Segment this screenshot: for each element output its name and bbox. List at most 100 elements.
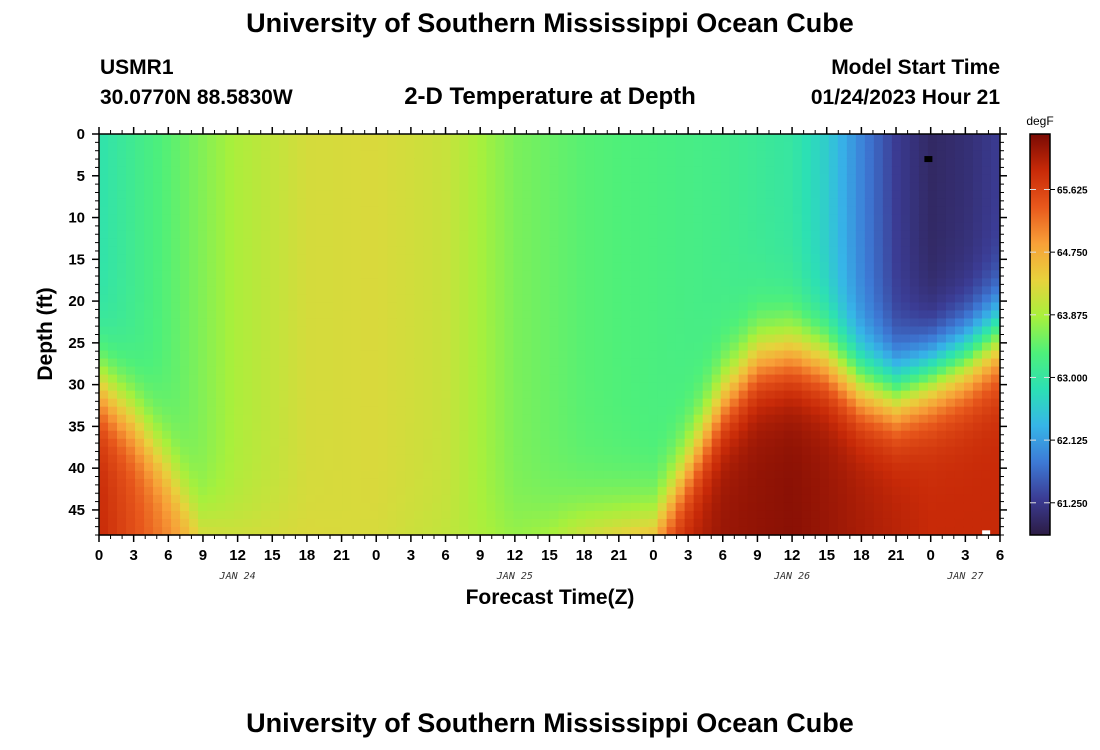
heatmap-cell bbox=[99, 414, 109, 424]
heatmap-cell bbox=[396, 358, 406, 368]
heatmap-cell bbox=[153, 278, 163, 287]
heatmap-cell bbox=[657, 414, 668, 424]
heatmap-cell bbox=[459, 422, 470, 432]
heatmap-cell bbox=[153, 262, 163, 271]
heatmap-cell bbox=[468, 446, 479, 456]
heatmap-cell bbox=[549, 366, 560, 376]
heatmap-cell bbox=[909, 342, 920, 352]
heatmap-cell bbox=[756, 414, 767, 424]
heatmap-cell bbox=[414, 182, 424, 191]
heatmap-cell bbox=[549, 398, 560, 408]
heatmap-cell bbox=[954, 438, 965, 448]
heatmap-cell bbox=[882, 294, 893, 304]
heatmap-cell bbox=[702, 342, 713, 352]
heatmap-cell bbox=[207, 462, 217, 472]
heatmap-cell bbox=[135, 422, 145, 432]
heatmap-cell bbox=[144, 230, 154, 239]
heatmap-cell bbox=[162, 342, 172, 352]
heatmap-cell bbox=[657, 462, 668, 472]
heatmap-cell bbox=[846, 318, 857, 328]
heatmap-cell bbox=[225, 494, 235, 504]
heatmap-cell bbox=[801, 302, 812, 312]
heatmap-cell bbox=[927, 134, 938, 143]
heatmap-cell bbox=[153, 246, 163, 255]
heatmap-cell bbox=[378, 142, 388, 151]
heatmap-cell bbox=[657, 166, 668, 175]
heatmap-cell bbox=[711, 230, 722, 239]
heatmap-cell bbox=[342, 262, 352, 271]
heatmap-cell bbox=[657, 174, 668, 183]
heatmap-cell bbox=[297, 246, 307, 255]
heatmap-cell bbox=[261, 430, 271, 440]
heatmap-cell bbox=[603, 374, 614, 384]
heatmap-cell bbox=[963, 422, 974, 432]
heatmap-cell bbox=[810, 422, 821, 432]
heatmap-cell bbox=[432, 270, 442, 279]
heatmap-cell bbox=[153, 342, 163, 352]
heatmap-cell bbox=[666, 150, 677, 159]
heatmap-cell bbox=[828, 318, 839, 328]
heatmap-cell bbox=[756, 350, 767, 360]
heatmap-cell bbox=[981, 454, 992, 464]
heatmap-cell bbox=[891, 310, 902, 320]
heatmap-cell bbox=[288, 430, 298, 440]
heatmap-cell bbox=[774, 286, 785, 295]
heatmap-cell bbox=[477, 318, 488, 328]
heatmap-cell bbox=[936, 502, 947, 512]
heatmap-cell bbox=[234, 198, 244, 207]
heatmap-cell bbox=[774, 326, 785, 336]
heatmap-cell bbox=[288, 262, 298, 271]
heatmap-cell bbox=[819, 470, 830, 480]
heatmap-cell bbox=[594, 254, 605, 263]
heatmap-cell bbox=[468, 350, 479, 360]
heatmap-cell bbox=[108, 150, 118, 159]
heatmap-cell bbox=[612, 454, 623, 464]
heatmap-cell bbox=[747, 486, 758, 496]
heatmap-cell bbox=[252, 438, 262, 448]
heatmap-cell bbox=[711, 470, 722, 480]
heatmap-cell bbox=[648, 414, 659, 424]
heatmap-cell bbox=[729, 478, 740, 488]
heatmap-cell bbox=[513, 470, 524, 480]
heatmap-cell bbox=[981, 382, 992, 392]
heatmap-cell bbox=[414, 310, 424, 320]
heatmap-cell bbox=[648, 350, 659, 360]
heatmap-cell bbox=[990, 190, 1001, 199]
heatmap-cell bbox=[225, 342, 235, 352]
heatmap-cell bbox=[504, 342, 515, 352]
heatmap-cell bbox=[360, 238, 370, 247]
heatmap-cell bbox=[171, 350, 181, 360]
heatmap-cell bbox=[252, 174, 262, 183]
heatmap-cell bbox=[468, 334, 479, 344]
heatmap-cell bbox=[423, 518, 433, 528]
heatmap-cell bbox=[873, 310, 884, 320]
heatmap-cell bbox=[378, 158, 388, 167]
heatmap-cell bbox=[972, 454, 983, 464]
heatmap-cell bbox=[837, 358, 848, 368]
heatmap-cell bbox=[126, 446, 136, 456]
heatmap-cell bbox=[963, 406, 974, 416]
heatmap-cell bbox=[666, 302, 677, 312]
heatmap-cell bbox=[873, 406, 884, 416]
heatmap-cell bbox=[522, 158, 533, 167]
heatmap-cell bbox=[405, 190, 415, 199]
heatmap-cell bbox=[936, 358, 947, 368]
heatmap-cell bbox=[945, 238, 956, 247]
heatmap-cell bbox=[909, 526, 920, 536]
heatmap-cell bbox=[189, 486, 199, 496]
heatmap-cell bbox=[324, 446, 334, 456]
heatmap-cell bbox=[873, 166, 884, 175]
heatmap-cell bbox=[117, 318, 127, 328]
heatmap-cell bbox=[558, 406, 569, 416]
heatmap-cell bbox=[954, 286, 965, 295]
heatmap-cell bbox=[540, 214, 551, 223]
heatmap-cell bbox=[423, 182, 433, 191]
heatmap-cell bbox=[126, 182, 136, 191]
heatmap-cell bbox=[810, 318, 821, 328]
heatmap-cell bbox=[621, 174, 632, 183]
heatmap-cell bbox=[900, 502, 911, 512]
heatmap-cell bbox=[990, 174, 1001, 183]
heatmap-cell bbox=[549, 270, 560, 279]
heatmap-cell bbox=[432, 494, 442, 504]
heatmap-cell bbox=[792, 326, 803, 336]
